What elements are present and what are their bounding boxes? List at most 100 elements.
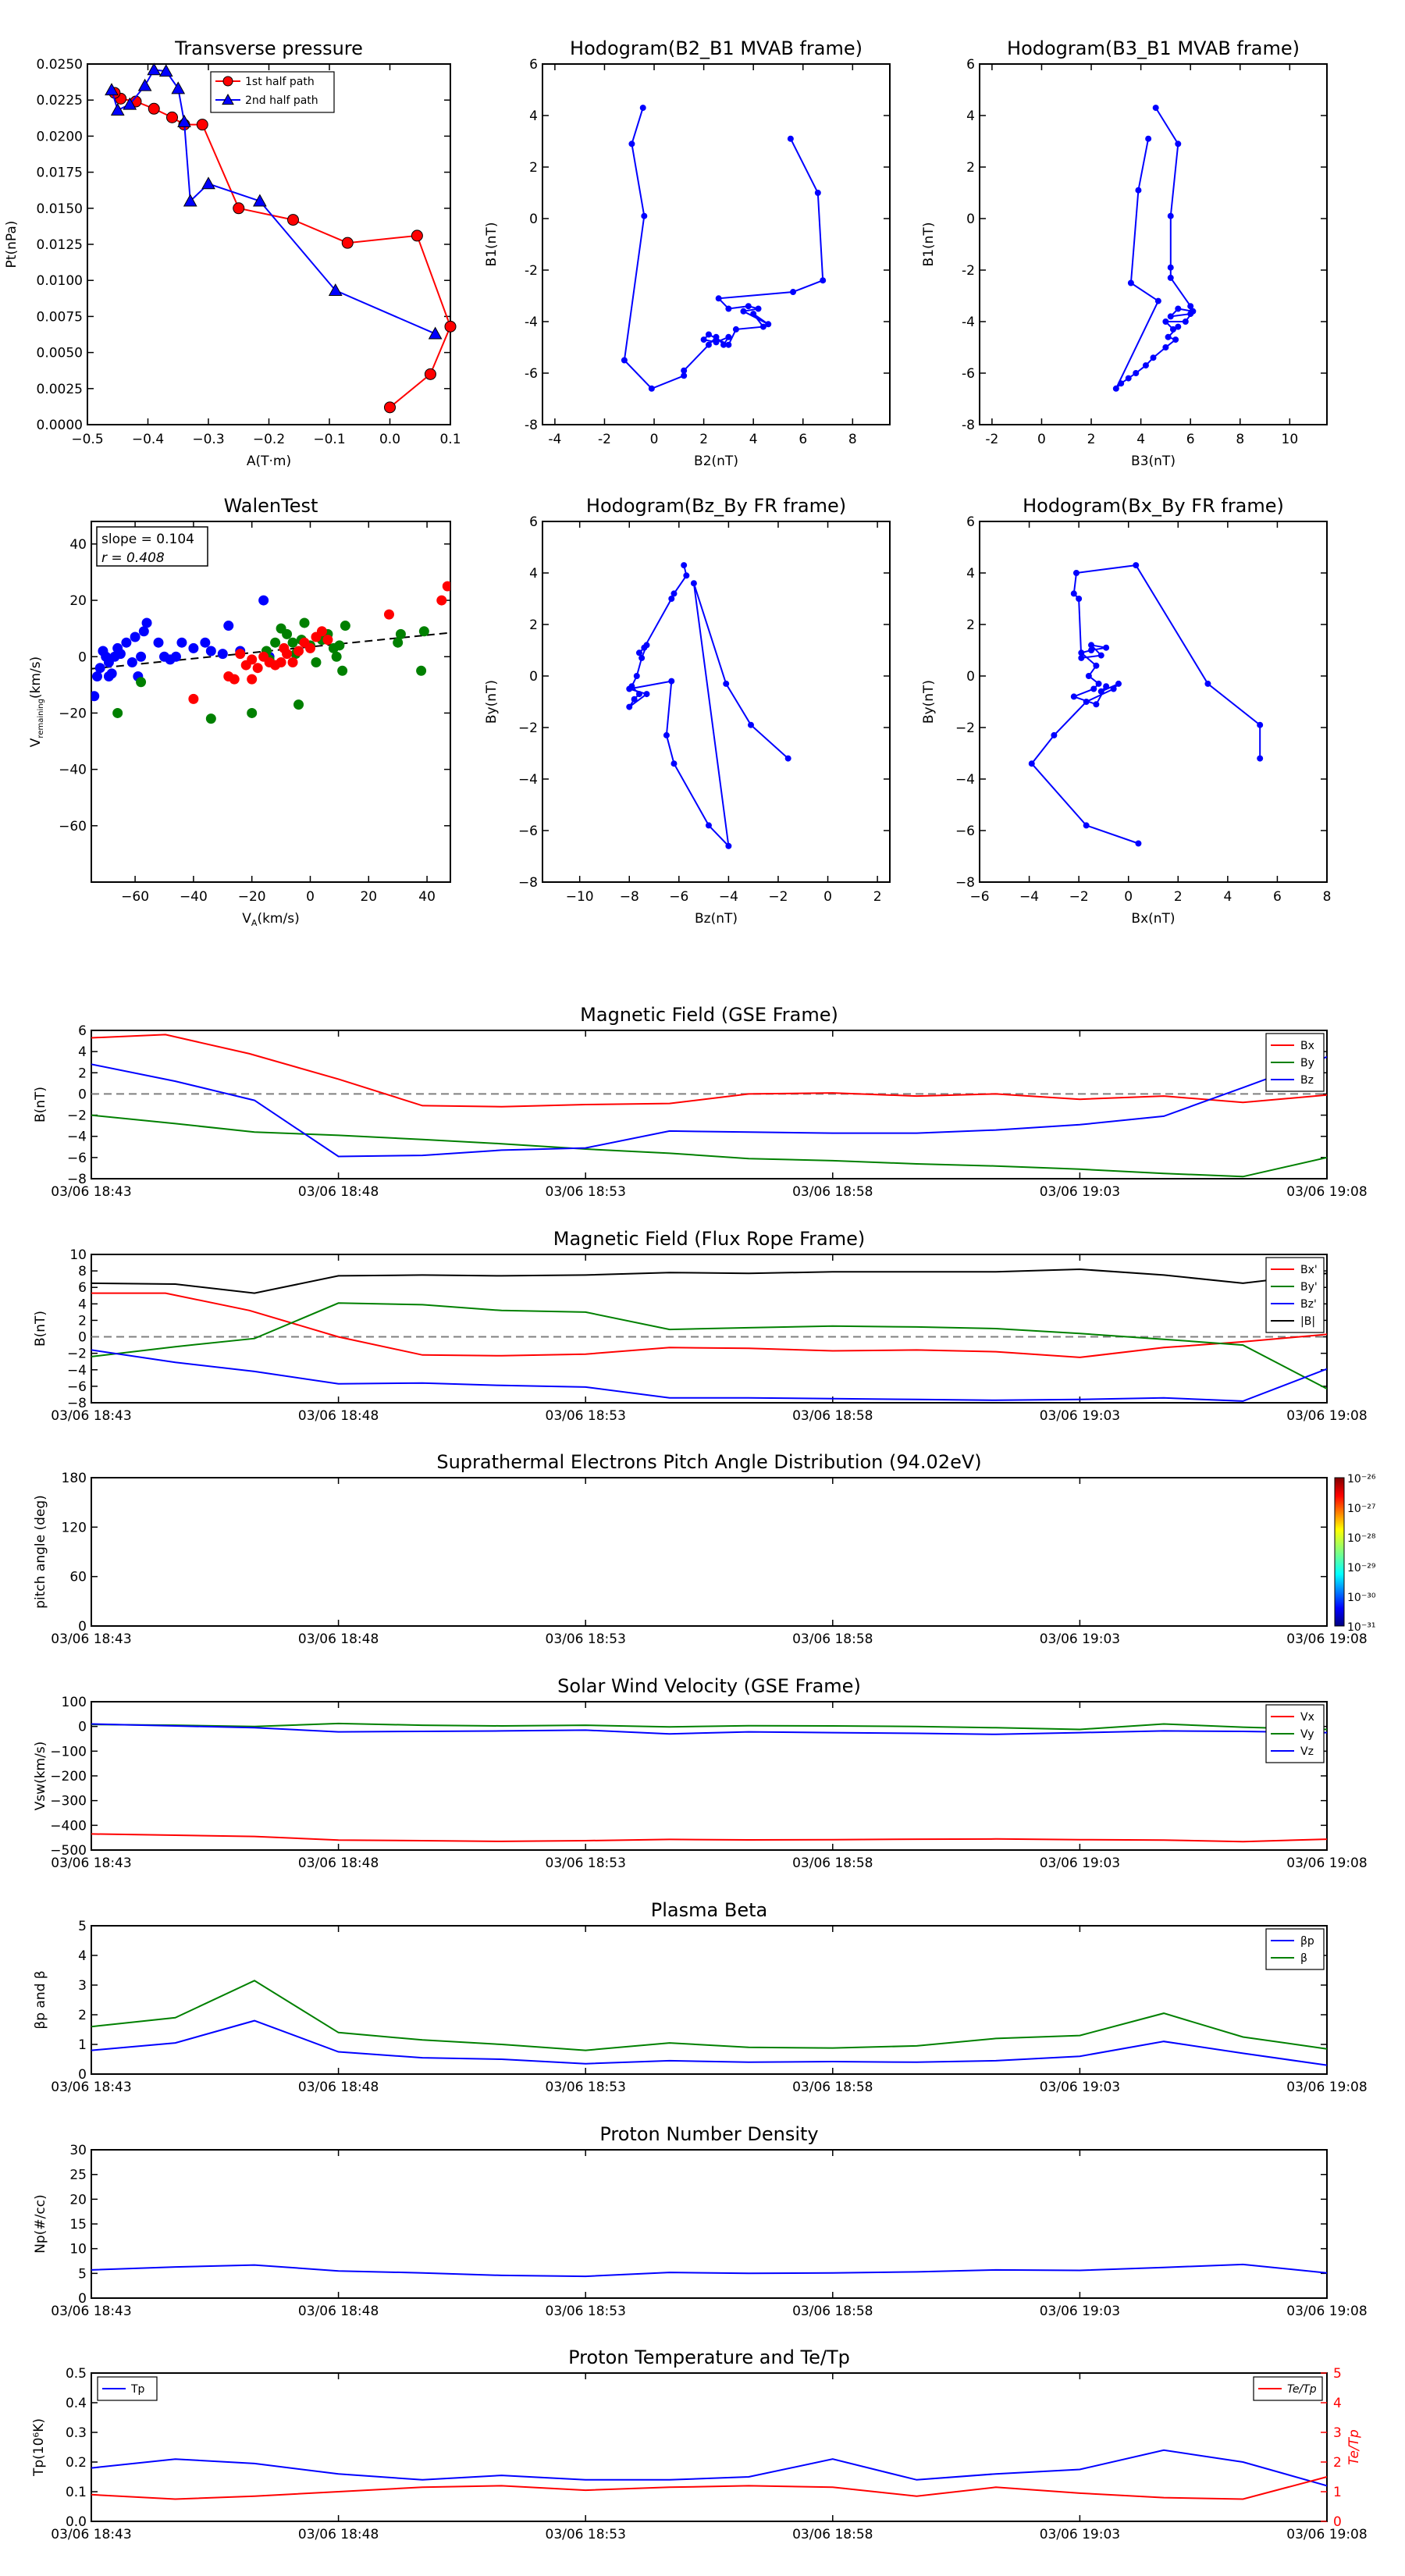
walen-frame — [91, 521, 451, 883]
hbzby-point — [748, 721, 754, 728]
beta-legend-label: βp — [1300, 1935, 1314, 1948]
hb2b1-point — [732, 326, 739, 333]
pt-point — [183, 194, 197, 207]
hb3b1-point — [1162, 344, 1169, 350]
hbxby-point — [1204, 680, 1211, 687]
hbxby-point — [1115, 680, 1122, 687]
hb3b1-point — [1145, 135, 1152, 142]
bgse-xtick-label: 03/06 18:58 — [792, 1184, 873, 1200]
pad-xtick-label: 03/06 18:43 — [51, 1631, 131, 1647]
bfr-xtick-label: 03/06 18:58 — [792, 1408, 873, 1424]
beta-ytick-label: 3 — [78, 1978, 87, 1994]
pt-point — [171, 81, 186, 94]
pt-point — [411, 229, 423, 242]
hb2b1-ytick-label: -4 — [525, 315, 538, 330]
pad-ytick-label: 180 — [62, 1471, 87, 1486]
vsw-ytick-label: 100 — [62, 1695, 87, 1710]
hb3b1-title: Hodogram(B3_B1 MVAB frame) — [1007, 37, 1300, 59]
tp-ytick-right-label: 3 — [1333, 2425, 1342, 2441]
hb3b1-point — [1167, 212, 1174, 219]
bfr-xtick-label: 03/06 18:53 — [546, 1408, 626, 1424]
pt-xtick-label: −0.1 — [313, 432, 345, 447]
hb2b1-point — [628, 141, 635, 148]
hb2b1-point — [681, 367, 688, 374]
walen-point-green — [293, 699, 304, 710]
hb2b1-frame — [542, 63, 891, 425]
np-ytick-label: 10 — [69, 2242, 87, 2258]
hb3b1-xlabel: B3(nT) — [1131, 454, 1176, 469]
walen-point-green — [416, 665, 427, 676]
hb3b1-point — [1162, 318, 1169, 325]
walen-xtick-label: −40 — [180, 889, 208, 905]
beta-xtick-label: 03/06 18:43 — [51, 2080, 131, 2095]
walen-ylabel-main: V — [28, 738, 44, 747]
hbzby-title: Hodogram(Bz_By FR frame) — [586, 495, 846, 517]
walen-point-green — [418, 626, 429, 637]
walen-ytick-label: 0 — [78, 649, 87, 665]
walen-xtick-label: −60 — [121, 889, 149, 905]
bfr-series-By-line — [91, 1302, 1327, 1389]
hbxby-ytick-label: 2 — [966, 617, 975, 633]
bfr-ytick-label: 6 — [78, 1280, 87, 1296]
np-xtick-label: 03/06 19:03 — [1040, 2304, 1120, 2319]
vsw-xtick-label: 03/06 18:53 — [546, 1856, 626, 1871]
pt-xtick-label: −0.4 — [132, 432, 164, 447]
pt-legend: 1st half path 2nd half path — [210, 71, 335, 113]
pt-ytick-label: 0.0075 — [37, 309, 83, 325]
pt-ylabel: Pt(nPa) — [4, 221, 20, 269]
walen-point-blue — [205, 646, 216, 656]
hb2b1-point — [621, 357, 628, 364]
pad-chart: Suprathermal Electrons Pitch Angle Distr… — [33, 1451, 1376, 1647]
hbzby-point — [681, 562, 688, 569]
walen-ylabel-unit: (km/s) — [28, 656, 44, 699]
bfr-xtick-label: 03/06 18:43 — [51, 1408, 131, 1424]
walen-point-blue — [176, 637, 187, 648]
bgse-xtick-label: 03/06 19:08 — [1286, 1184, 1367, 1200]
vsw-xtick-label: 03/06 19:03 — [1040, 1856, 1120, 1871]
hbzby-point — [670, 760, 678, 767]
pt-point — [253, 194, 267, 207]
hbxby-ytick-label: −8 — [955, 875, 975, 891]
vsw-ytick-label: −100 — [50, 1744, 87, 1759]
walen-point-green — [331, 651, 342, 662]
vsw-legend-label: Vx — [1300, 1711, 1314, 1724]
pt-point — [196, 119, 208, 131]
bfr-ytick-label: 4 — [78, 1297, 87, 1312]
hbxby-ylabel: By(nT) — [921, 680, 937, 724]
walen-point-green — [311, 656, 322, 667]
walen-point-blue — [217, 649, 228, 660]
bfr-chart: Magnetic Field (Flux Rope Frame) −8−6−4−2… — [33, 1228, 1368, 1424]
walen-point-red — [188, 693, 199, 704]
tp-legend-right: Te/Tp — [1253, 2376, 1323, 2401]
np-xtick-label: 03/06 18:43 — [51, 2304, 131, 2319]
hbzby-point — [784, 755, 791, 762]
hbzby-ytick-label: 0 — [529, 669, 538, 685]
bgse-title: Magnetic Field (GSE Frame) — [580, 1004, 838, 1026]
hbzby-ytick-label: 2 — [529, 617, 538, 633]
pt-legend-marker — [222, 93, 234, 105]
walen-point-red — [247, 674, 258, 685]
walen-title: WalenTest — [224, 495, 318, 517]
hbzby-point — [635, 649, 642, 656]
hbxby-point — [1088, 642, 1095, 649]
hb3b1-point — [1182, 318, 1189, 325]
bgse-ytick-label: 0 — [78, 1087, 87, 1102]
walen-xlabel-main: V — [242, 911, 251, 927]
bgse-xtick-label: 03/06 18:53 — [546, 1184, 626, 1200]
walen-point-blue — [106, 668, 117, 679]
walen-point-blue — [136, 651, 147, 662]
hb2b1-point — [705, 341, 712, 348]
hb3b1-xtick-label: 10 — [1282, 432, 1299, 447]
hbzby-point — [705, 822, 712, 829]
tp-ytick-right-label: 2 — [1333, 2455, 1342, 2471]
pt-point — [137, 78, 152, 91]
vsw-ytick-label: −400 — [50, 1818, 87, 1834]
walen-point-green — [340, 621, 350, 632]
beta-ylabel: βp and β — [33, 1970, 48, 2029]
bgse-ylabel: B(nT) — [33, 1087, 48, 1123]
walen-annotation-slope: slope = 0.104 — [101, 532, 194, 547]
pad-ytick-label: 0 — [78, 1619, 87, 1635]
hb3b1-point — [1175, 323, 1182, 330]
tp-ytick-right-label: 1 — [1333, 2485, 1342, 2500]
beta-ytick-label: 2 — [78, 2008, 87, 2023]
